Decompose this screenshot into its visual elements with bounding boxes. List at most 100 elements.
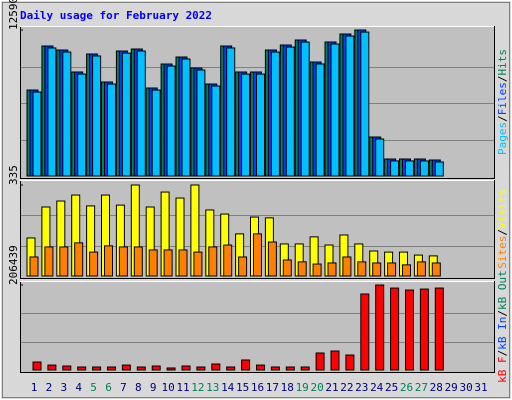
x-tick-label: 23 [355,381,368,394]
bar [360,293,370,371]
bar [300,366,310,371]
panel [20,281,495,373]
bar [285,46,295,177]
legend-entry: Sites [496,236,509,269]
bar [32,91,42,177]
legend-entry: Hits [496,49,509,76]
x-tick-label: 21 [325,381,338,394]
legend-entry: kB Out [496,270,509,310]
bar [89,251,99,277]
bar [211,85,221,177]
bar [416,261,426,277]
bar [285,366,295,371]
bar [431,262,441,277]
bar [118,246,128,277]
bar [253,233,262,277]
bar [342,256,352,277]
bar [327,262,337,277]
bar [270,51,280,177]
bar [77,366,87,371]
bar [330,350,340,371]
legend: Pages/Files/Hits [496,49,509,155]
x-tick-label: 6 [105,381,112,394]
x-tick-label: 19 [296,381,309,394]
x-tick-label: 29 [445,381,458,394]
legend-separator: / [496,350,509,357]
bar [282,259,292,277]
x-tick-label: 18 [281,381,294,394]
bar [357,261,367,277]
bar [32,361,42,371]
bar [107,366,116,371]
x-tick-label: 7 [120,381,127,394]
x-tick-label: 13 [206,381,219,394]
x-tick-label: 24 [370,381,384,394]
bar [104,245,113,277]
legend: Sites/Visits [496,189,509,269]
bar [256,73,265,177]
legend-entry: Pages [496,122,509,155]
x-tick-label: 17 [266,381,279,394]
x-tick-label: 30 [459,381,472,394]
bar [211,363,221,371]
bar [29,256,39,277]
bar [315,352,325,371]
x-tick-label: 2 [46,381,53,394]
bar [151,89,161,177]
bar [419,288,429,371]
bar [181,58,191,177]
bar [62,51,72,177]
bar [434,161,444,177]
legend-entry: kB In [496,317,509,350]
bar [223,244,233,277]
bar [151,365,161,371]
bar [315,63,325,177]
x-tick-label: 15 [236,381,249,394]
bar [405,289,414,371]
bar [345,354,355,371]
bar [300,41,310,177]
bar [62,365,72,371]
legend: kB F/kB In/kB Out [496,270,509,383]
bar [44,246,54,277]
bar [270,366,280,371]
y-max-label: 335 [7,165,20,185]
legend-entry: Files [496,82,509,115]
bar [390,287,400,371]
x-tick-label: 4 [75,381,82,394]
chart-title: Daily usage for February 2022 [20,9,212,22]
bar [434,287,444,371]
x-tick-label: 1 [31,381,38,394]
bar [47,364,57,371]
bar [166,65,176,177]
x-tick-label: 5 [90,381,97,394]
x-tick-label: 25 [385,381,398,394]
bar [136,366,146,371]
bar [163,249,173,277]
legend-separator: / [496,76,509,83]
bar [92,366,102,371]
y-max-label: 12590 [7,0,20,30]
x-tick-label: 16 [251,381,264,394]
x-tick-label: 3 [60,381,67,394]
bar [330,43,340,177]
bar [121,364,131,371]
x-tick-label: 31 [474,381,487,394]
bar [372,262,382,277]
bar [390,160,400,177]
bar [387,262,397,277]
x-tick-label: 14 [221,381,235,394]
bar [107,83,116,177]
bar [297,261,307,277]
bar [196,366,206,371]
bar [375,284,385,371]
bar [181,365,191,371]
bar [238,256,248,277]
bar [312,263,322,277]
bar [59,246,69,277]
bar [77,73,87,177]
x-tick-label: 11 [176,381,189,394]
bar [166,367,176,371]
